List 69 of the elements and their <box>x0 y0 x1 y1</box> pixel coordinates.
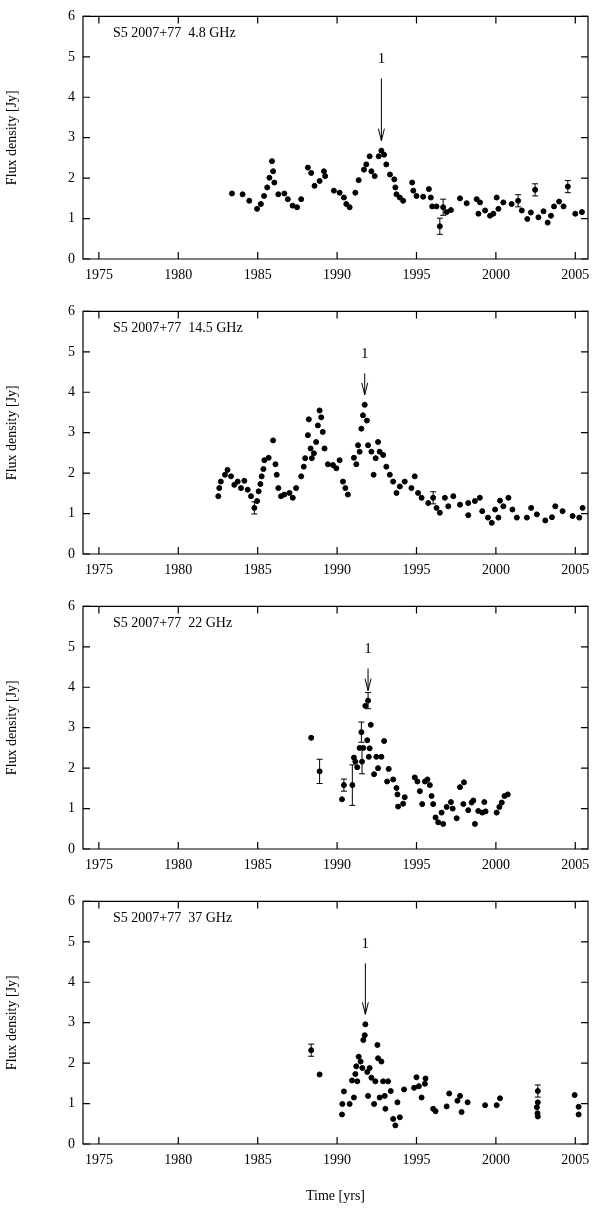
x-tick-label: 1980 <box>164 1152 193 1168</box>
x-tick-label: 1975 <box>84 267 113 283</box>
y-tick-label: 3 <box>68 129 75 145</box>
y-tick-label: 4 <box>68 678 75 694</box>
y-tick-label: 2 <box>68 464 75 480</box>
x-tick-label: 1980 <box>164 857 193 873</box>
x-tick-label: 2000 <box>481 1152 510 1168</box>
x-tick-label: 1980 <box>164 562 193 578</box>
annotation: 1 <box>360 345 369 362</box>
x-tick-label: 1985 <box>243 1152 272 1168</box>
x-tick-label: 2005 <box>561 1152 590 1168</box>
y-tick-label: 4 <box>68 973 75 989</box>
x-tick-label: 1985 <box>243 267 272 283</box>
y-tick-label: 5 <box>68 343 75 359</box>
x-tick-label: 2005 <box>561 562 590 578</box>
x-axis-title: Time [yrs] <box>306 1188 365 1204</box>
x-tick-label: 1985 <box>243 857 272 873</box>
y-tick-label: 6 <box>68 598 75 614</box>
x-tick-label: 1990 <box>323 267 352 283</box>
x-tick-label: 1990 <box>323 857 352 873</box>
x-tick-label: 1995 <box>402 267 431 283</box>
x-tick-label: 1995 <box>402 1152 431 1168</box>
y-tick-label: 1 <box>68 210 75 226</box>
y-tick-label: 0 <box>68 545 75 561</box>
x-tick-label: 2005 <box>561 857 590 873</box>
y-tick-label: 4 <box>68 383 75 399</box>
x-tick-label: 1975 <box>84 1152 113 1168</box>
y-axis-title: Flux density [Jy] <box>4 385 20 481</box>
y-tick-label: 1 <box>68 1095 75 1111</box>
y-tick-label: 2 <box>68 759 75 775</box>
x-tick-label: 2000 <box>481 857 510 873</box>
y-tick-label: 2 <box>68 1054 75 1070</box>
x-tick-label: 1995 <box>402 562 431 578</box>
y-tick-label: 6 <box>68 8 75 24</box>
x-tick-label: 1990 <box>323 562 352 578</box>
y-tick-label: 0 <box>68 250 75 266</box>
y-tick-label: 6 <box>68 893 75 909</box>
y-tick-label: 6 <box>68 303 75 319</box>
x-tick-label: 1975 <box>84 562 113 578</box>
x-tick-label: 2005 <box>561 267 590 283</box>
x-tick-label: 1995 <box>402 857 431 873</box>
annotation: 1 <box>377 50 386 67</box>
y-axis-title: Flux density [Jy] <box>4 90 20 186</box>
y-tick-label: 3 <box>68 719 75 735</box>
y-tick-label: 5 <box>68 933 75 949</box>
x-tick-label: 1980 <box>164 267 193 283</box>
y-tick-label: 3 <box>68 424 75 440</box>
x-tick-label: 1985 <box>243 562 272 578</box>
y-tick-label: 3 <box>68 1014 75 1030</box>
y-axis-title: Flux density [Jy] <box>4 975 20 1071</box>
y-tick-label: 0 <box>68 1135 75 1151</box>
y-tick-label: 1 <box>68 505 75 521</box>
y-tick-label: 0 <box>68 840 75 856</box>
y-tick-label: 5 <box>68 638 75 654</box>
text: S5 2007+77 22 GHz <box>113 615 233 631</box>
y-tick-label: 2 <box>68 169 75 185</box>
x-tick-label: 2000 <box>481 267 510 283</box>
x-tick-label: 1990 <box>323 1152 352 1168</box>
y-axis-title: Flux density [Jy] <box>4 680 20 776</box>
text: S5 2007+77 14.5 GHz <box>113 320 243 336</box>
text: S5 2007+77 37 GHz <box>113 910 233 926</box>
text: S5 2007+77 4.8 GHz <box>113 25 236 41</box>
annotation: 1 <box>361 935 370 952</box>
x-tick-label: 1975 <box>84 857 113 873</box>
annotation: 1 <box>364 640 372 657</box>
y-tick-label: 5 <box>68 48 75 64</box>
y-tick-label: 1 <box>68 800 75 816</box>
y-tick-label: 4 <box>68 88 75 104</box>
x-tick-label: 2000 <box>481 562 510 578</box>
